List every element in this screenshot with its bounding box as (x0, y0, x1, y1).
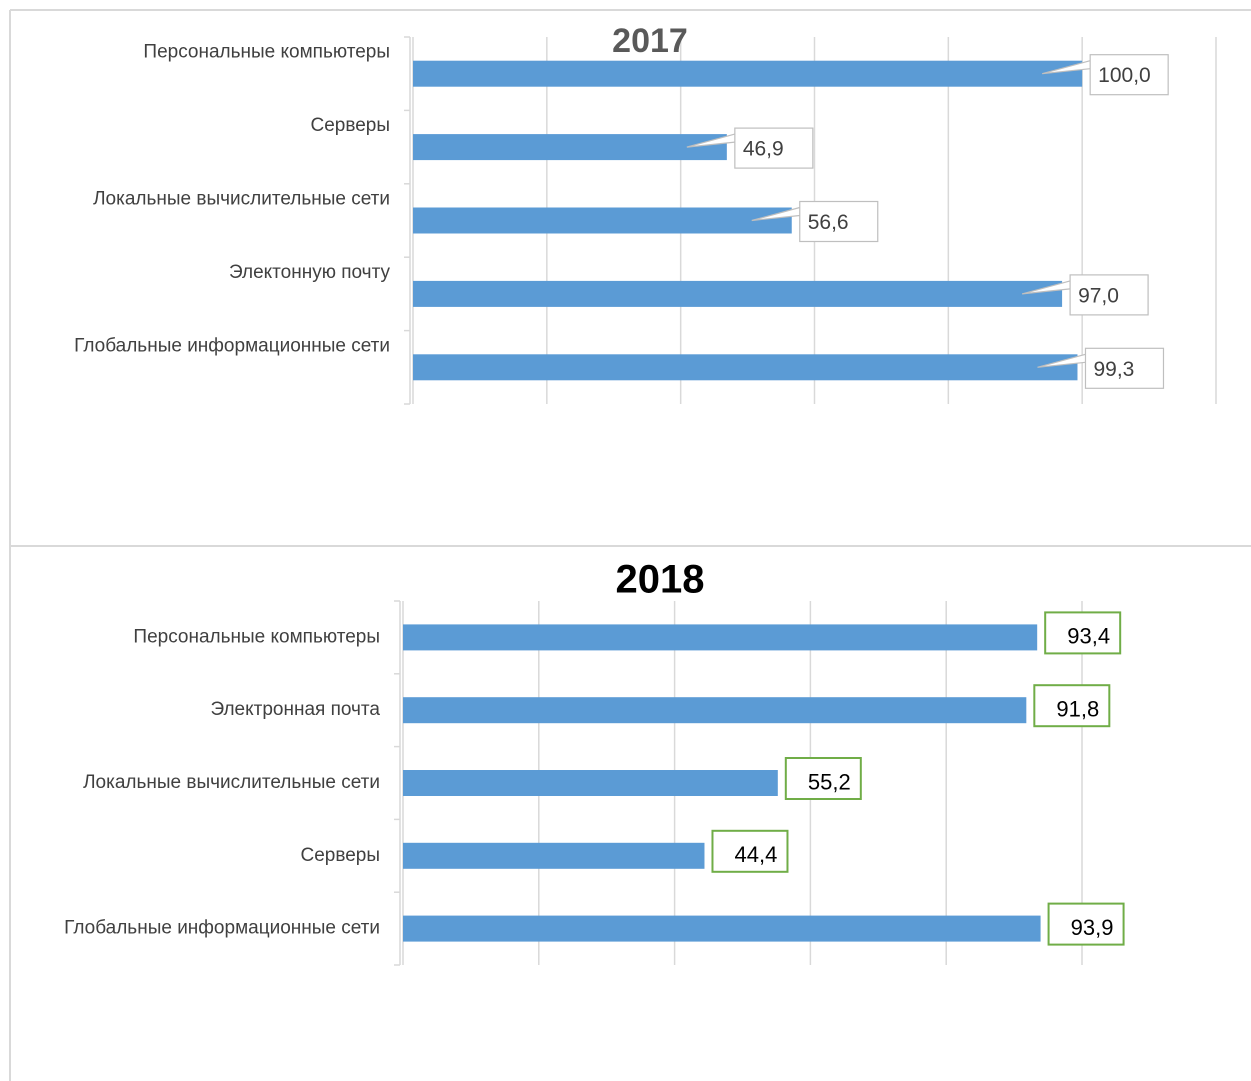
category-label: Серверы (300, 845, 380, 866)
bar (413, 207, 792, 234)
category-label: Локальные вычислительные сети (93, 189, 390, 210)
value-label: 44,4 (735, 842, 778, 867)
value-label: 46,9 (743, 138, 784, 161)
value-label: 91,8 (1056, 697, 1099, 722)
chart-title: 2017 (612, 22, 688, 60)
value-label: 93,4 (1067, 624, 1110, 649)
label-box (1084, 347, 1165, 389)
label-box (1033, 684, 1111, 728)
value-label: 97,0 (1078, 284, 1119, 307)
category-label: Глобальные информационные сети (74, 335, 390, 356)
bar (403, 842, 705, 869)
value-label: 100,0 (1098, 64, 1151, 87)
bar (413, 280, 1063, 307)
label-callout (1037, 353, 1086, 368)
category-label: Электронная почта (210, 699, 380, 720)
label-box (1047, 902, 1125, 946)
value-label: 55,2 (808, 769, 851, 794)
label-box (784, 757, 862, 800)
value-label: 93,9 (1071, 915, 1114, 940)
category-label: Электонную почту (229, 262, 391, 283)
label-box (734, 127, 814, 169)
bar (413, 354, 1078, 381)
category-label: Глобальные информационные сети (64, 918, 380, 939)
bar (413, 60, 1083, 87)
bar (413, 134, 727, 161)
label-box (1069, 274, 1149, 316)
label-box (1044, 611, 1122, 655)
bar (403, 697, 1027, 724)
label-callout (1021, 280, 1071, 295)
bar (403, 915, 1041, 942)
bar (403, 770, 778, 796)
label-box (799, 200, 879, 243)
category-label: Персональные компьютеры (143, 42, 390, 63)
value-label: 56,6 (808, 211, 849, 234)
label-callout (686, 133, 735, 148)
category-label: Локальные вычислительные сети (83, 772, 380, 793)
category-label: Персональные компьютеры (133, 626, 380, 647)
bar (403, 624, 1038, 651)
label-callout (751, 206, 800, 222)
label-box (1089, 54, 1169, 96)
label-box (711, 829, 789, 873)
value-label: 99,3 (1093, 358, 1134, 381)
label-callout (1042, 60, 1091, 75)
category-label: Серверы (310, 115, 390, 136)
chart-title: 2018 (616, 558, 705, 602)
